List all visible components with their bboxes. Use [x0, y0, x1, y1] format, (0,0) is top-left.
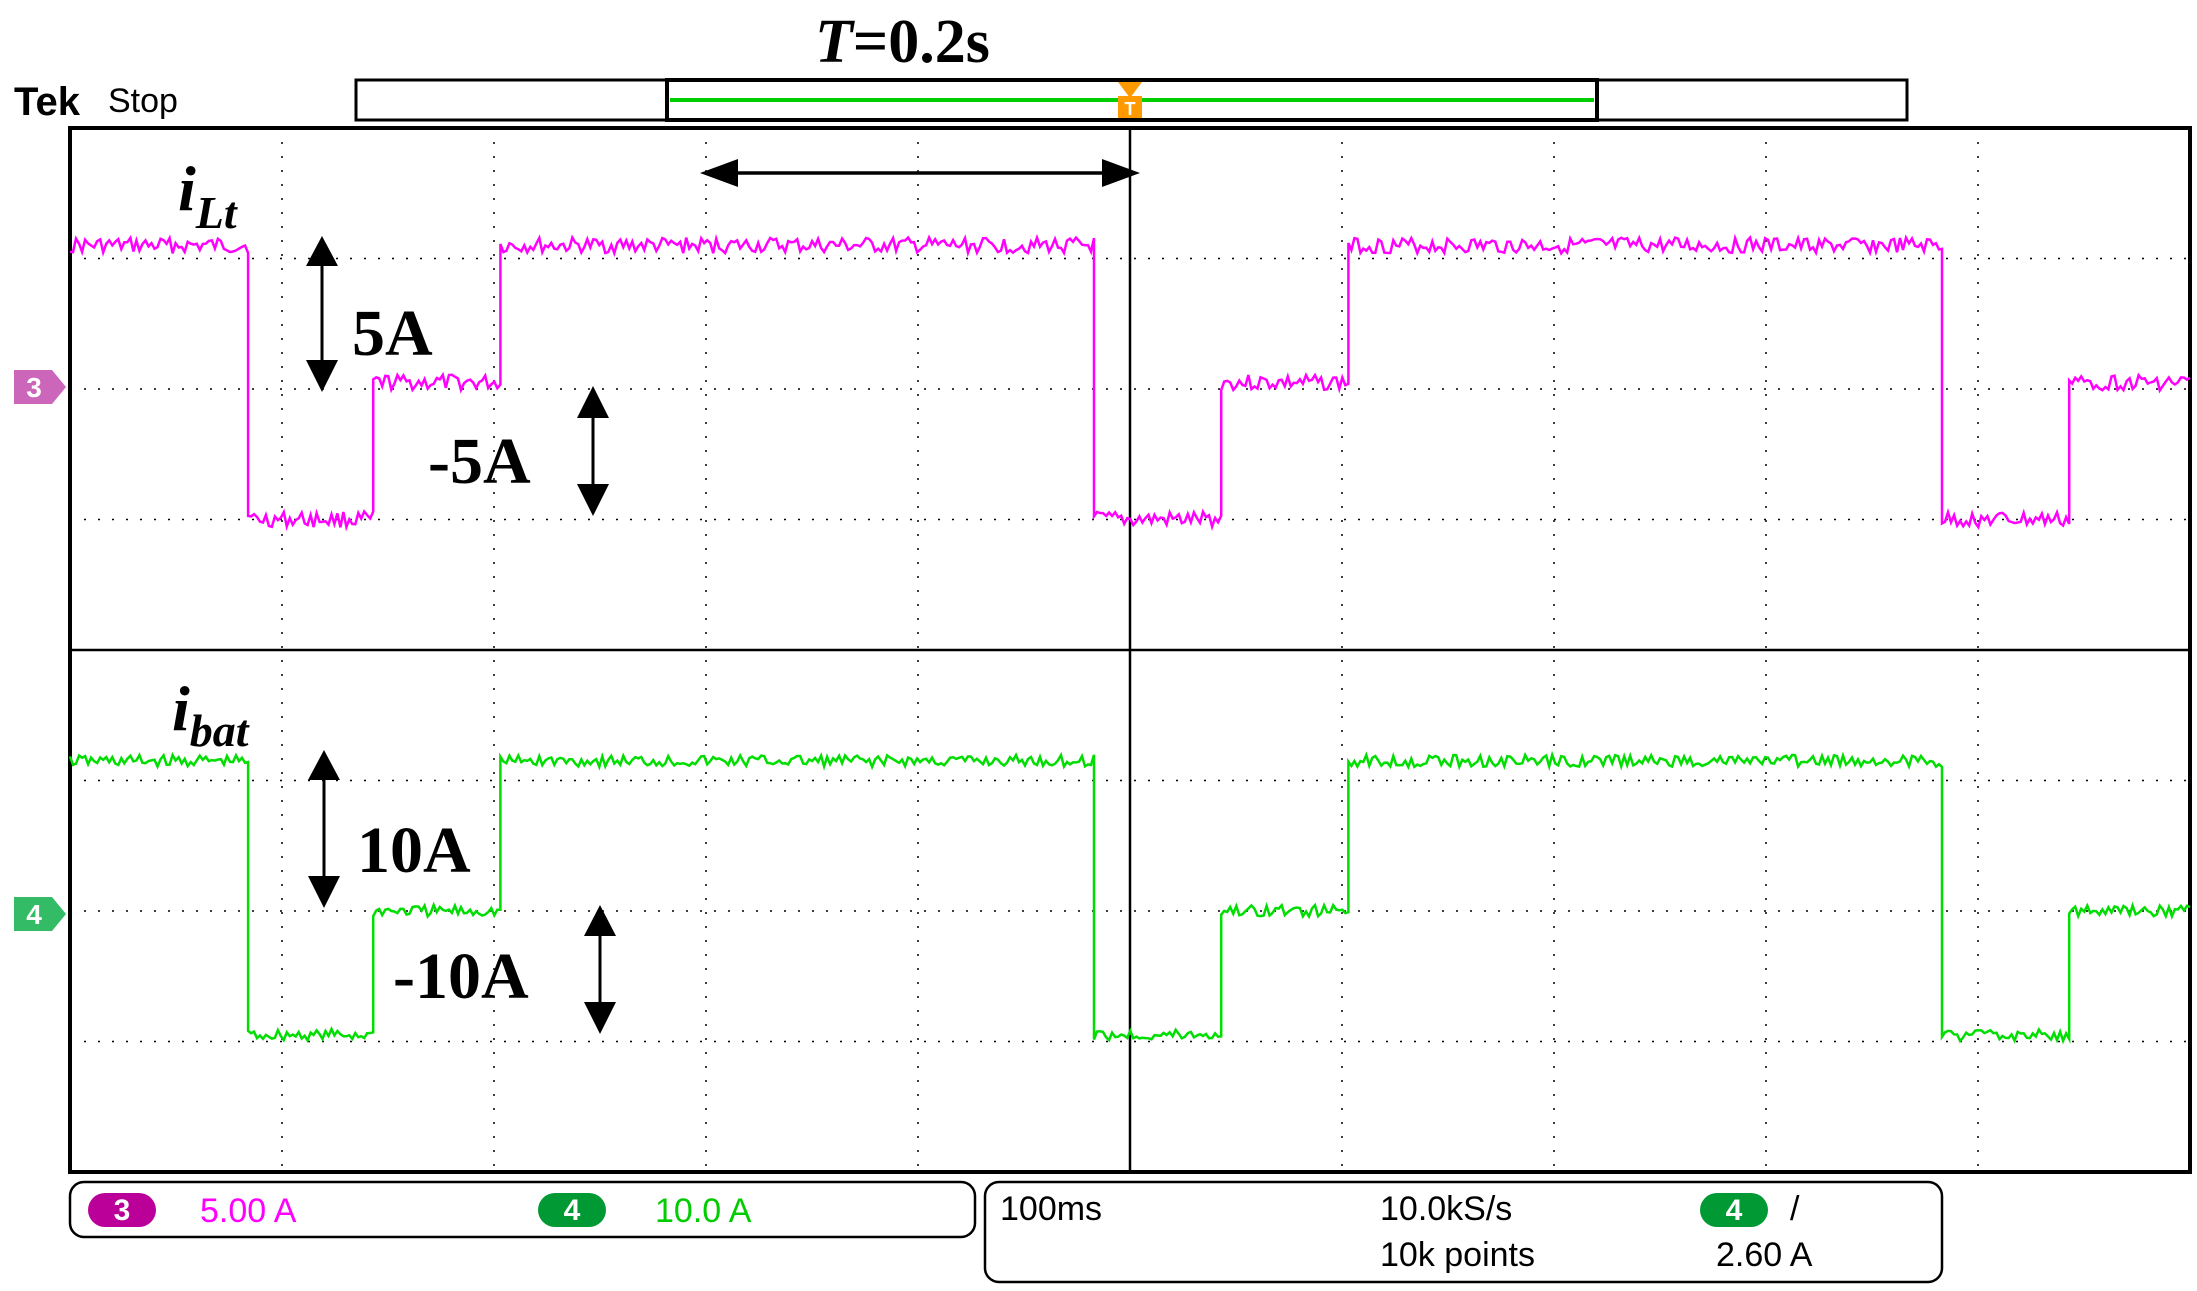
- svg-text:4: 4: [26, 899, 42, 930]
- step-neg10a-label: -10A: [393, 940, 529, 1013]
- step-neg5a-arrow: [577, 386, 609, 516]
- step-10a-label: 10A: [357, 814, 471, 887]
- brand-logo: Tek: [14, 80, 81, 124]
- period-title-var: T: [815, 8, 855, 76]
- period-title: T=0.2s: [815, 8, 990, 76]
- ch4-badge-number: 4: [564, 1194, 581, 1227]
- ch4-scale: 10.0 A: [655, 1192, 752, 1230]
- record-length: 10k points: [1380, 1236, 1535, 1274]
- svg-text:3: 3: [26, 372, 42, 403]
- ch3-badge: [88, 1193, 156, 1227]
- period-title-value: =0.2s: [853, 8, 990, 76]
- timebase: 100ms: [1000, 1190, 1102, 1228]
- trigger-level: 2.60 A: [1716, 1236, 1813, 1274]
- ch3-ground-marker: 3: [14, 370, 66, 404]
- acquisition-status: Stop: [108, 82, 178, 120]
- step-5a-label: 5A: [352, 297, 433, 370]
- ilt-label: iLt: [178, 153, 238, 238]
- trigger-position-icon: T: [1118, 82, 1142, 119]
- trigger-slope-icon: /: [1790, 1190, 1800, 1228]
- trace-ibat: [68, 750, 2191, 1045]
- channel-scale-panel: [68, 1180, 977, 1239]
- ch4-ground-marker: 4: [14, 897, 66, 931]
- record-window: [665, 78, 1599, 122]
- ch3-badge-number: 3: [114, 1194, 131, 1227]
- step-10a-arrow: [308, 750, 340, 908]
- ibat-label: ibat: [172, 673, 250, 756]
- svg-text:T: T: [1125, 99, 1136, 119]
- trigger-source-number: 4: [1726, 1194, 1743, 1227]
- ch3-scale: 5.00 A: [200, 1192, 297, 1230]
- trace-iLt: [69, 233, 2191, 532]
- graticule: [68, 126, 2192, 1174]
- step-neg10a-arrow: [584, 905, 616, 1034]
- period-arrow: [700, 159, 1140, 187]
- trigger-source-badge: [1700, 1193, 1768, 1227]
- step-5a-arrow: [306, 236, 338, 392]
- sample-rate: 10.0kS/s: [1380, 1190, 1512, 1228]
- waveform-traces: [68, 233, 2191, 1045]
- step-neg5a-label: -5A: [428, 425, 531, 498]
- ch4-badge: [538, 1193, 606, 1227]
